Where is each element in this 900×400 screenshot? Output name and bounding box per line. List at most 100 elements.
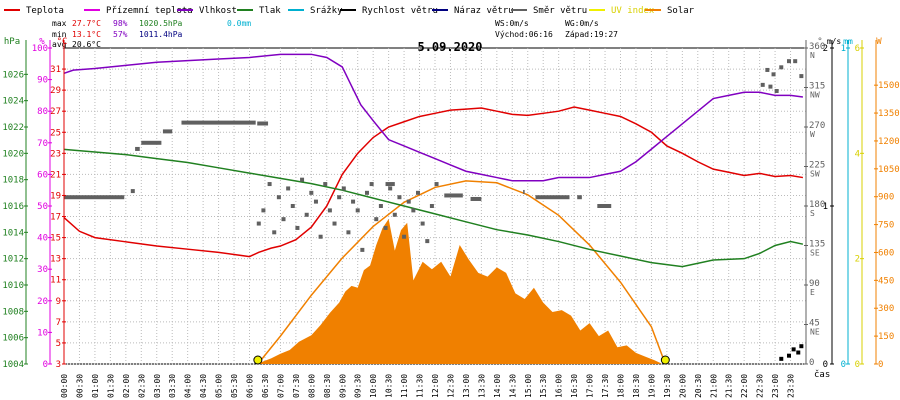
wind-direction-point <box>374 217 379 222</box>
wind-direction-segment <box>523 189 525 194</box>
x-tick-label: 04:30 <box>199 374 208 398</box>
x-tick-label: 05:00 <box>215 374 224 398</box>
temperature-axis-tick-label: 9 <box>56 297 61 307</box>
wind-direction-point <box>323 182 328 187</box>
humidity-axis-tick-label: 10 <box>37 328 48 338</box>
wind-direction-point <box>765 67 770 72</box>
legend-label: Tlak <box>259 6 281 16</box>
wind-direction-point <box>256 221 261 226</box>
x-tick-label: 22:30 <box>756 374 765 398</box>
solar-axis-tick-label: 600 <box>878 248 894 258</box>
wind-direction-point <box>425 239 430 244</box>
direction-axis-compass: N <box>810 51 815 60</box>
temperature-axis-tick-label: 25 <box>50 128 61 138</box>
pressure-axis-tick-label: 1014 <box>2 228 24 238</box>
x-tick-label: 05:30 <box>230 374 239 398</box>
uv-axis-tick-label: 0 <box>855 360 860 370</box>
wind-direction-point <box>327 208 332 213</box>
solar-area <box>258 219 661 364</box>
wind-direction-point <box>360 247 365 252</box>
x-tick-label: 07:00 <box>276 374 285 398</box>
x-tick-label: 22:00 <box>740 374 749 398</box>
solar-axis-unit: W <box>876 37 882 47</box>
humidity-axis-tick-label: 70 <box>37 139 48 149</box>
sunset: Západ:19:27 <box>565 30 618 39</box>
solar-axis-tick-label: 1350 <box>878 109 900 119</box>
wind-direction-point <box>771 72 776 77</box>
wind-direction-series <box>64 59 804 361</box>
wind-direction-point <box>276 195 281 200</box>
wind-direction-point <box>420 221 425 226</box>
temperature-axis-tick-label: 23 <box>50 149 61 159</box>
temperature-axis-tick-label: 21 <box>50 170 61 180</box>
rain-axis-tick-label: 1 <box>841 44 846 54</box>
solar-axis-tick-label: 450 <box>878 276 894 286</box>
solar-axis-tick-label: 750 <box>878 221 894 231</box>
solar-axis-tick-label: 0 <box>878 360 883 370</box>
temperature-axis-tick-label: 13 <box>50 255 61 265</box>
wind-direction-segment <box>181 120 256 125</box>
rain-axis-unit: mm <box>843 37 853 46</box>
legend-label: Náraz větru <box>454 6 514 16</box>
wind-direction-segment <box>141 140 162 145</box>
humidity-axis-tick-label: 80 <box>37 107 48 117</box>
sunrise: Východ:06:16 <box>495 30 553 39</box>
wind-direction-point <box>272 230 277 235</box>
wind-direction-point <box>261 208 266 213</box>
pressure-axis-tick-label: 1020 <box>2 149 24 159</box>
humidity-axis-unit: % <box>39 37 45 47</box>
stat-avg-label: avg <box>52 40 67 49</box>
x-tick-label: 18:00 <box>617 374 626 398</box>
x-tick-label: 23:30 <box>787 374 796 398</box>
x-tick-label: 10:30 <box>385 374 394 398</box>
legend-label: Přízemní teplota <box>106 6 193 16</box>
stat-max-temp: 27.7°C <box>72 19 101 28</box>
solar-axis-tick-label: 1200 <box>878 137 900 147</box>
x-tick-label: 06:30 <box>261 374 270 398</box>
wind-speed-point <box>791 347 796 352</box>
wind-direction-point <box>406 199 411 204</box>
x-tick-label: 19:30 <box>663 374 672 398</box>
pressure-axis-tick-label: 1010 <box>2 281 24 291</box>
pressure-axis-tick-label: 1004 <box>2 360 24 370</box>
direction-axis-tick-label: 180 <box>809 200 825 210</box>
wind-direction-segment <box>597 204 612 208</box>
humidity-axis-tick-label: 30 <box>37 265 48 275</box>
direction-axis-compass: E <box>810 288 815 297</box>
x-tick-label: 01:30 <box>106 374 115 398</box>
wind-direction-point <box>779 65 784 70</box>
direction-axis-tick-label: 45 <box>809 319 820 329</box>
wind-direction-point <box>774 89 779 94</box>
x-tick-label: 03:00 <box>153 374 162 398</box>
series-vlhkost <box>63 53 804 182</box>
temperature-axis-tick-label: 11 <box>50 276 61 286</box>
wind-direction-segment <box>64 195 125 200</box>
wind-direction-point <box>281 217 286 222</box>
wind-direction-point <box>364 190 369 195</box>
x-tick-label: 02:30 <box>137 374 146 398</box>
wind-direction-point <box>313 199 318 204</box>
wind-direction-segment <box>385 182 395 187</box>
legend-label: Teplota <box>26 6 64 16</box>
temperature-axis-tick-label: 27 <box>50 107 61 117</box>
stat-max-rain: 0.0mm <box>227 19 251 28</box>
temperature-axis-tick-label: 17 <box>50 213 61 223</box>
series-tlak <box>63 148 804 268</box>
wind-direction-point <box>355 208 360 213</box>
humidity-axis-tick-label: 0 <box>43 360 48 370</box>
x-tick-label: 23:00 <box>771 374 780 398</box>
x-tick-label: 16:00 <box>555 374 564 398</box>
legend-label: UV index <box>611 6 655 16</box>
wind-speed-point <box>779 356 784 361</box>
direction-axis-tick-label: 360 <box>809 42 825 52</box>
humidity-axis-tick-label: 50 <box>37 202 48 212</box>
humidity-axis-tick-label: 40 <box>37 234 48 244</box>
temperature-axis-tick-label: 5 <box>56 339 61 349</box>
wind-direction-point <box>369 182 374 187</box>
humidity-axis-tick-label: 100 <box>32 44 48 54</box>
x-tick-label: 11:30 <box>416 374 425 398</box>
x-tick-label: 13:30 <box>477 374 486 398</box>
wind-direction-point <box>267 182 272 187</box>
direction-axis-unit: ° <box>817 37 822 47</box>
